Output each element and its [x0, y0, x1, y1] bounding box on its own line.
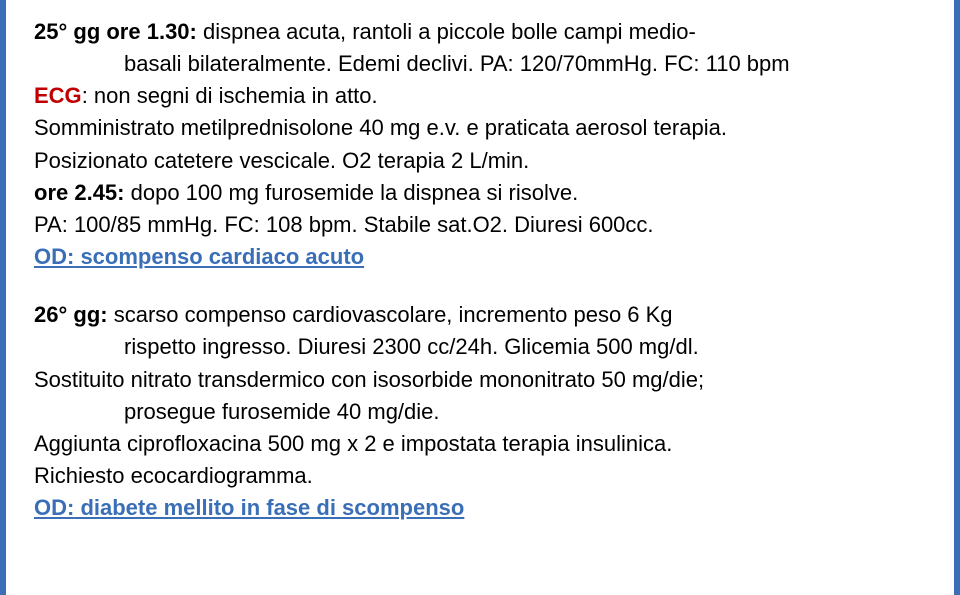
text: Sostituito nitrato transdermico con isos…: [34, 367, 704, 392]
ecg-label: ECG: [34, 83, 82, 108]
paragraph: ore 2.45: dopo 100 mg furosemide la disp…: [34, 179, 926, 207]
time-label: 25° gg ore 1.30:: [34, 19, 203, 44]
paragraph: Aggiunta ciprofloxacina 500 mg x 2 e imp…: [34, 430, 926, 458]
paragraph: ECG: non segni di ischemia in atto.: [34, 82, 926, 110]
day-label: 26° gg:: [34, 302, 114, 327]
paragraph: Richiesto ecocardiogramma.: [34, 462, 926, 490]
text: scarso compenso cardiovascolare, increme…: [114, 302, 673, 327]
od-label: OD:: [34, 244, 74, 269]
diagnosis-text: diabete mellito in fase di scompenso: [74, 495, 464, 520]
spacer: [34, 275, 926, 301]
paragraph: 26° gg: scarso compenso cardiovascolare,…: [34, 301, 926, 329]
paragraph-indent: basali bilateralmente. Edemi declivi. PA…: [34, 50, 926, 78]
diagnosis-text: scompenso cardiaco acuto: [74, 244, 364, 269]
paragraph: PA: 100/85 mmHg. FC: 108 bpm. Stabile sa…: [34, 211, 926, 239]
paragraph: Posizionato catetere vescicale. O2 terap…: [34, 147, 926, 175]
text: Aggiunta ciprofloxacina 500 mg x 2 e imp…: [34, 431, 672, 456]
text: rispetto ingresso. Diuresi 2300 cc/24h. …: [124, 334, 699, 359]
text: dopo 100 mg furosemide la dispnea si ris…: [125, 180, 579, 205]
diagnosis-line: OD: diabete mellito in fase di scompenso: [34, 494, 926, 522]
diagnosis-line: OD: scompenso cardiaco acuto: [34, 243, 926, 271]
paragraph-indent: prosegue furosemide 40 mg/die.: [34, 398, 926, 426]
paragraph-indent: rispetto ingresso. Diuresi 2300 cc/24h. …: [34, 333, 926, 361]
od-label: OD:: [34, 495, 74, 520]
text: Posizionato catetere vescicale. O2 terap…: [34, 148, 529, 173]
text: PA: 100/85 mmHg. FC: 108 bpm. Stabile sa…: [34, 212, 654, 237]
paragraph: Somministrato metilprednisolone 40 mg e.…: [34, 114, 926, 142]
paragraph: 25° gg ore 1.30: dispnea acuta, rantoli …: [34, 18, 926, 46]
text: Richiesto ecocardiogramma.: [34, 463, 313, 488]
text: Somministrato metilprednisolone 40 mg e.…: [34, 115, 727, 140]
time-label: ore 2.45:: [34, 180, 125, 205]
paragraph: Sostituito nitrato transdermico con isos…: [34, 366, 926, 394]
text: prosegue furosemide 40 mg/die.: [124, 399, 440, 424]
text: : non segni di ischemia in atto.: [82, 83, 378, 108]
text: dispnea acuta, rantoli a piccole bolle c…: [203, 19, 696, 44]
text: basali bilateralmente. Edemi declivi. PA…: [124, 51, 790, 76]
document-body: 25° gg ore 1.30: dispnea acuta, rantoli …: [34, 18, 926, 522]
